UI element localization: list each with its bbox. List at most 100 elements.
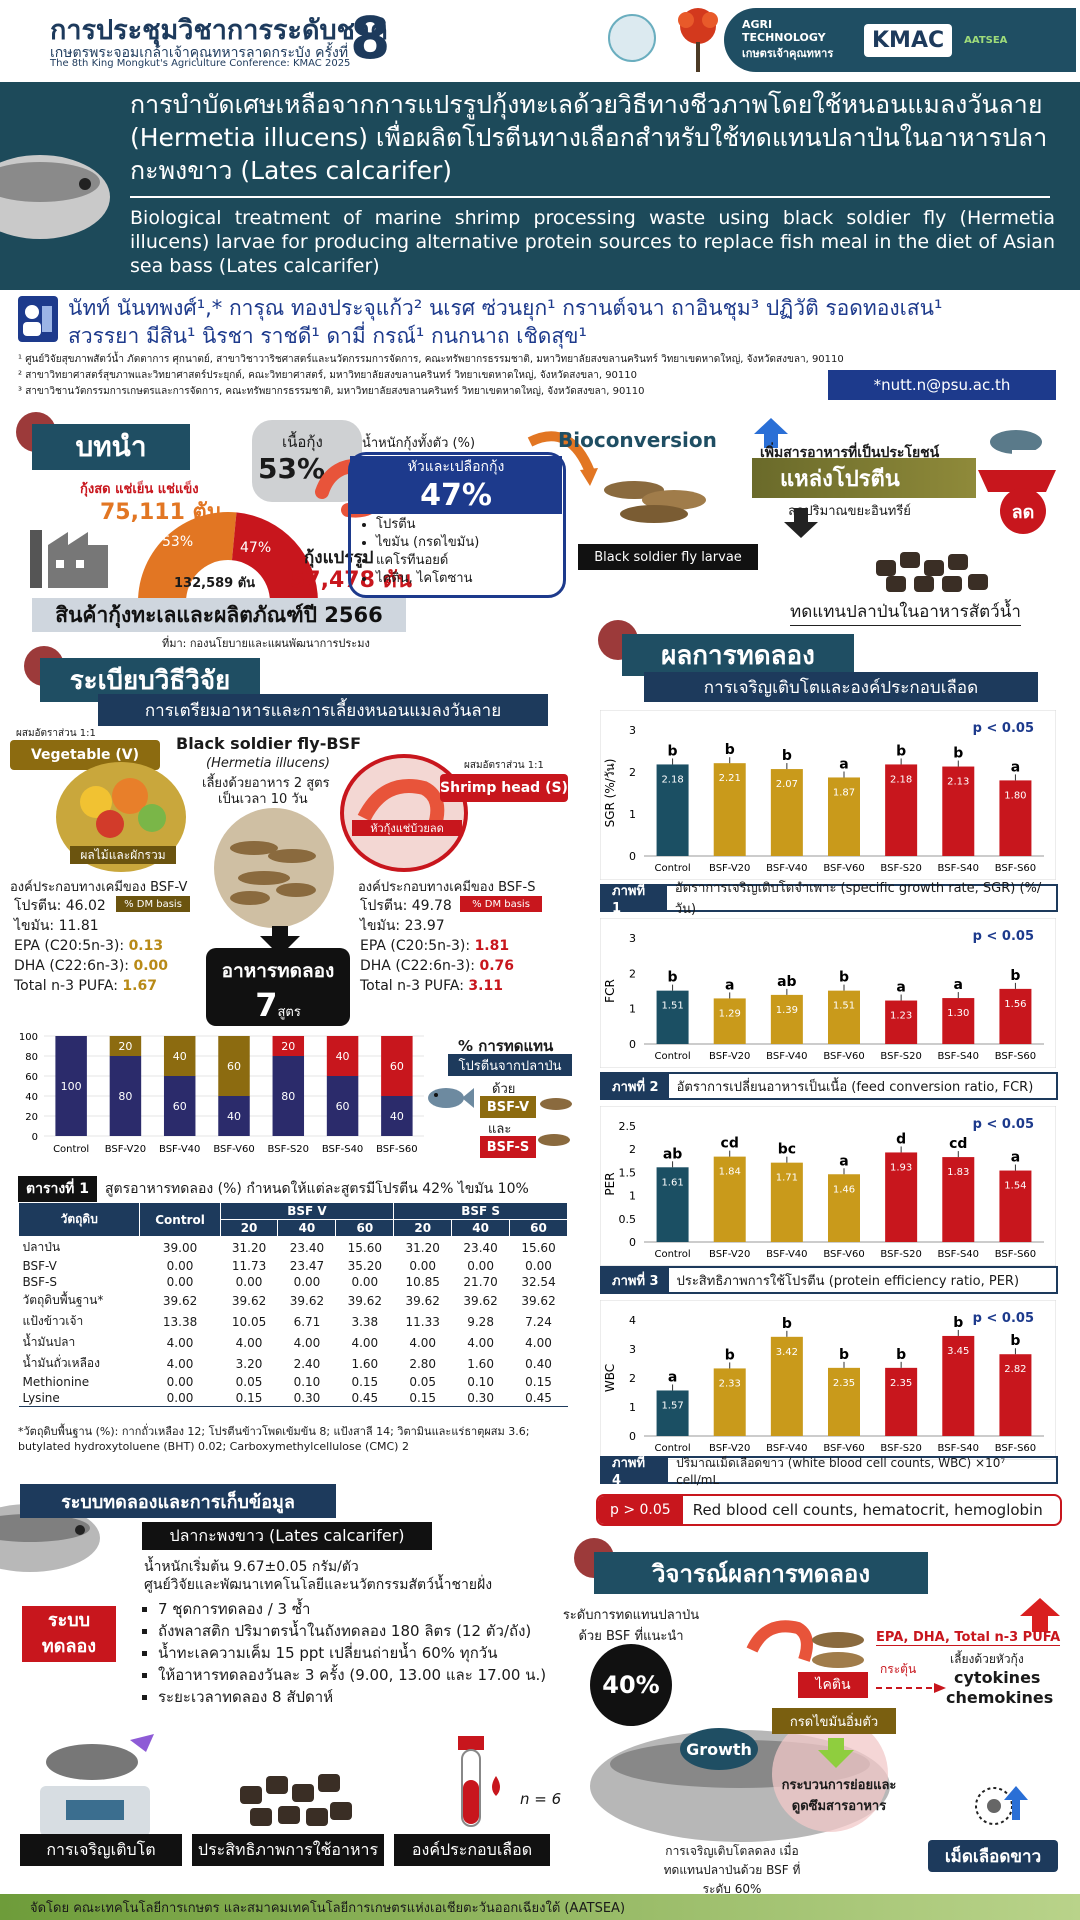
y-tick-label: 1	[629, 1190, 636, 1203]
conference-title-en: The 8th King Mongkut's Agriculture Confe…	[50, 58, 351, 69]
bar	[885, 1000, 918, 1044]
system-bullet: น้ำทะเลความเค็ม 15 ppt เปลี่ยนถ่ายน้ำ 60…	[158, 1642, 580, 1664]
bar	[656, 764, 689, 856]
bar	[999, 1170, 1032, 1242]
gauge-right-label: 47%	[240, 540, 272, 556]
bar-value-label: 1.71	[776, 1173, 798, 1184]
significance-letter: ab	[777, 974, 796, 990]
diet-label: อาหารทดลอง	[221, 960, 335, 982]
significance-letter: cd	[949, 1136, 967, 1152]
comp-s-title: องค์ประกอบทางเคมีของ BSF-S	[358, 880, 536, 895]
col-level: 40	[451, 1219, 511, 1237]
p-value: p < 0.05	[973, 1311, 1034, 1326]
y-tick-label: 2	[629, 1372, 636, 1385]
x-tick-label: BSF-V40	[766, 863, 807, 874]
stimulate-label: กระตุ้น	[880, 1662, 917, 1676]
replace-sub: โปรตีนจากปลาป่น	[448, 1054, 572, 1076]
fig3-caption: ภาพที่ 3 ประสิทธิภาพการใช้โปรตีน (protei…	[600, 1266, 1058, 1294]
x-tick-label: BSF-V20	[709, 1051, 750, 1062]
head-items: โปรตีน ไขมัน (กรดไขมัน) แคโรทีนอยด์ ไคติ…	[376, 516, 479, 588]
bar-label: 20	[118, 1040, 132, 1053]
x-tick-label: BSF-S40	[938, 863, 979, 874]
table-row: Methionine 0.00 0.05 0.10 0.15 0.05 0.10 0.15	[19, 1374, 568, 1390]
bioconversion-arrow-icon	[520, 422, 600, 492]
bar-value-label: 1.93	[890, 1162, 912, 1173]
arrow-down-icon	[260, 926, 300, 956]
bar	[770, 1162, 803, 1242]
bar	[713, 998, 746, 1044]
sample-n: n = 6	[520, 1790, 562, 1808]
discussion-heading: วิจารณ์ผลการทดลอง	[594, 1552, 928, 1594]
reduce-badge: ลด	[1000, 488, 1046, 534]
col-level: 60	[509, 1219, 568, 1237]
lauric-box: กรดไขมันอิ่มตัว	[772, 1708, 896, 1734]
bar-value-label: 1.46	[833, 1184, 855, 1195]
fig1-label: ภาพที่ 1	[602, 884, 667, 916]
wbc-label: เม็ดเลือดขาว	[928, 1840, 1058, 1872]
diet-box: อาหารทดลอง 7สูตร	[206, 948, 350, 1026]
system-bullet: 7 ชุดการทดลอง / 3 ซ้ำ	[158, 1598, 580, 1620]
bar-label: 40	[336, 1050, 350, 1063]
larvae-small-icon	[536, 1090, 576, 1150]
table-cell: 6.71	[293, 1314, 321, 1329]
gauge-left-label: 53%	[162, 534, 194, 550]
y-tick-label: 4	[629, 1314, 636, 1327]
email-link[interactable]: *nutt.n@psu.ac.th	[828, 370, 1056, 400]
x-tick-label: BSF-S20	[880, 1443, 921, 1454]
replace-with: ด้วย	[492, 1082, 516, 1097]
table-cell: 32.54	[521, 1275, 556, 1289]
table-cell: 0.40	[525, 1356, 552, 1371]
significance-letter: b	[896, 1347, 906, 1363]
ns-text: Red blood cell counts, hematocrit, hemog…	[692, 1501, 1043, 1519]
title-divider	[130, 196, 1050, 198]
bar	[828, 1367, 860, 1436]
feed-pellets-icon	[230, 1746, 360, 1842]
x-tick-label: Control	[53, 1144, 89, 1155]
shrimp-larvae-icon	[742, 1610, 872, 1680]
significance-letter: b	[1010, 968, 1020, 984]
bar-value-label: 1.23	[890, 1011, 912, 1022]
bar-value-label: 1.56	[1004, 999, 1026, 1010]
y-tick-label: 100	[19, 1032, 38, 1043]
bsf-title: Black soldier fly-BSF	[176, 734, 361, 753]
bar-label: 80	[118, 1090, 132, 1103]
reduce-waste-label: ลดปริมาณขยะอินทรีย์	[788, 504, 911, 519]
weight-label: น้ำหนักกุ้งทั้งตัว (%)	[362, 436, 476, 451]
significance-letter: a	[668, 1369, 677, 1385]
sgr-chart: 0 1 2 3 SGR (%/วัน) p < 0.05 2.18 b Control 2.21 b…	[600, 710, 1056, 880]
shrimp-caption: หัวกุ้งแช่บ้วยลด	[352, 820, 462, 836]
veg-label: Vegetable (V)	[10, 740, 160, 770]
head-item: ไขมัน (กรดไขมัน)	[376, 534, 479, 552]
table-cell: แป้งข้าวเจ้า	[22, 1314, 84, 1328]
bsf-larvae-bowl-icon	[214, 808, 334, 928]
table-row: วัตถุดิบพื้นฐาน* 39.62 39.62 39.62 39.62 39.6…	[19, 1290, 568, 1311]
table-cell: 21.70	[463, 1275, 498, 1289]
table-cell: 0.15	[525, 1375, 552, 1389]
table-cell: 0.00	[409, 1259, 437, 1273]
x-tick-label: BSF-V40	[766, 1443, 807, 1454]
bar-value-label: 2.13	[947, 777, 969, 788]
comp-s-value: 3.11	[468, 978, 503, 994]
pufa-label: EPA, DHA, Total n-3 PUFA	[876, 1630, 1061, 1646]
p-value: p < 0.05	[973, 929, 1034, 944]
cytokines-label: cytokines	[954, 1668, 1041, 1687]
protein-source-label: แหล่งโปรตีน	[752, 458, 976, 498]
bsf-feed: เลี้ยงด้วยอาหาร 2 สูตร	[202, 776, 330, 791]
affiliation-3: ³ สาขาวิชานวัตกรรมการเกษตรและการจัดการ, …	[18, 386, 645, 397]
y-tick-label: 1	[629, 1003, 636, 1016]
bar-value-label: 1.39	[776, 1005, 798, 1016]
head-header: หัวและเปลือกกุ้ง 47%	[350, 456, 562, 514]
arrow-up-icon	[754, 418, 788, 448]
processed-label: กุ้งแปรรูป	[304, 548, 374, 568]
comp-s-value: 1.81	[474, 938, 510, 954]
x-tick-label: BSF-S40	[938, 1443, 979, 1454]
table-cell: 0.00	[467, 1259, 494, 1273]
x-tick-label: Control	[654, 1249, 690, 1260]
bar-value-label: 1.54	[1004, 1181, 1026, 1192]
table-cell: 23.47	[289, 1259, 325, 1273]
table-cell: 2.80	[409, 1356, 437, 1371]
table-cell: 0.00	[235, 1275, 263, 1289]
system-center: ศูนย์วิจัยและพัฒนาเทคโนโลยีและนวัตกรรมสั…	[144, 1577, 493, 1593]
comp-s-value: 0.76	[479, 958, 515, 974]
blood-box: องค์ประกอบเลือด	[394, 1834, 550, 1866]
